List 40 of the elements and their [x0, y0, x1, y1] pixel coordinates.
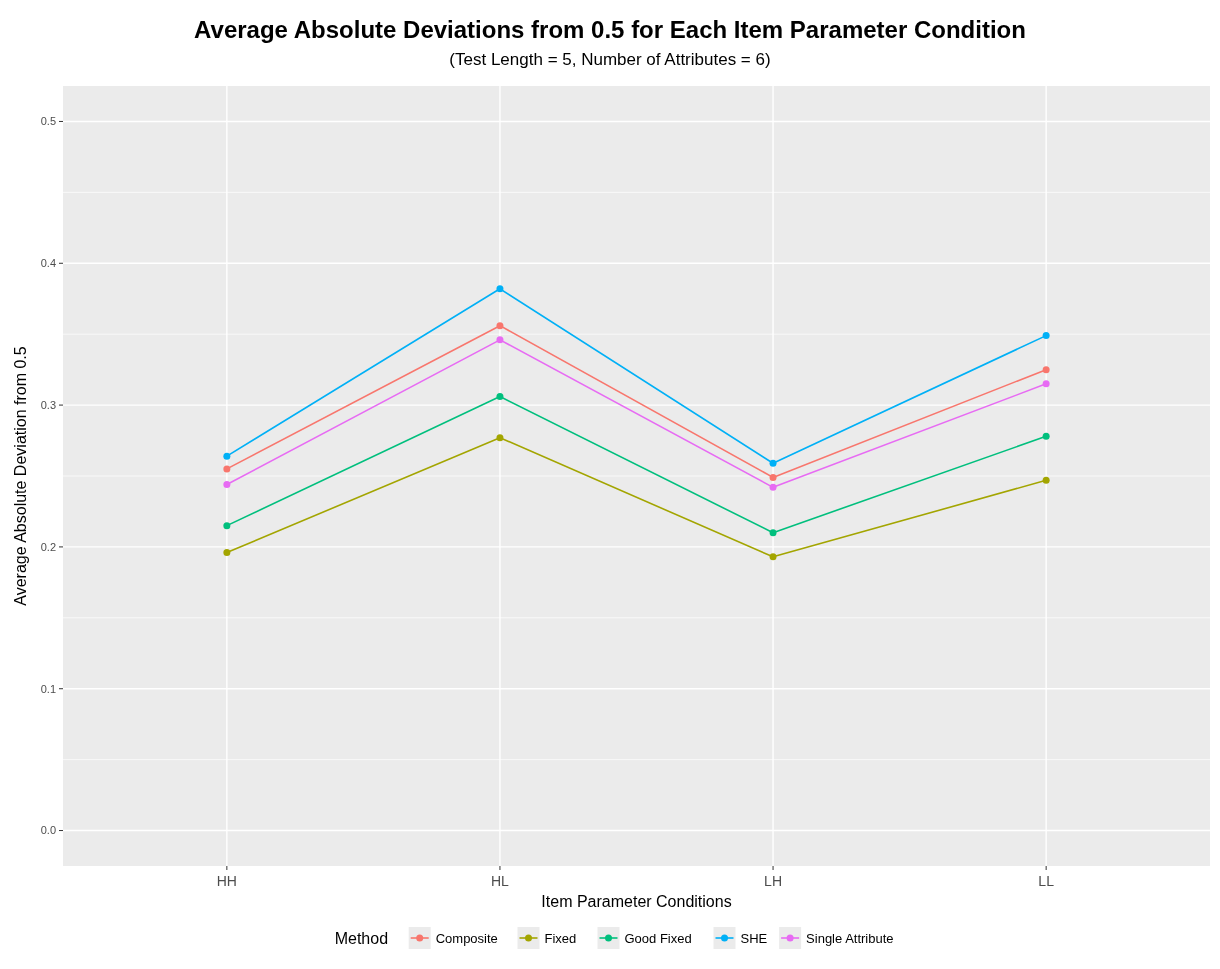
point	[496, 322, 504, 330]
x-tick-label: HH	[216, 873, 237, 889]
legend-label: Good Fixed	[624, 930, 692, 946]
chart-title: Average Absolute Deviations from 0.5 for Each Item Parameter Condition	[194, 16, 1026, 43]
point	[769, 529, 777, 537]
y-tick-label: 0.3	[40, 398, 56, 411]
point	[223, 549, 231, 557]
y-tick-label: 0.4	[40, 257, 56, 270]
x-axis-title: Item Parameter Conditions	[541, 893, 732, 910]
point	[769, 473, 777, 481]
point	[223, 481, 231, 489]
point	[769, 483, 777, 491]
point	[223, 452, 231, 460]
point	[1042, 380, 1050, 388]
y-tick-label: 0.5	[40, 115, 56, 128]
point	[223, 465, 231, 473]
point	[496, 285, 504, 293]
y-axis-title: Average Absolute Deviation from 0.5	[12, 346, 29, 606]
point	[1042, 432, 1050, 440]
x-tick-label: LH	[764, 873, 782, 889]
legend-label: Fixed	[544, 930, 577, 946]
x-tick-label: LL	[1038, 873, 1055, 889]
y-tick-label: 0.0	[40, 824, 56, 837]
y-tick-label: 0.1	[40, 682, 56, 695]
point	[1042, 366, 1050, 374]
point	[223, 522, 231, 530]
chart-subtitle: (Test Length = 5, Number of Attributes = 6)	[449, 50, 771, 69]
legend-label: Composite	[435, 930, 498, 946]
point	[1042, 476, 1050, 484]
point	[769, 459, 777, 467]
legend-label: SHE	[740, 930, 768, 946]
point	[496, 336, 504, 344]
point	[496, 393, 504, 401]
y-tick-label: 0.2	[40, 540, 56, 553]
legend-title: Method	[334, 929, 389, 947]
point	[496, 434, 504, 442]
point	[769, 553, 777, 561]
x-tick-label: HL	[491, 873, 510, 889]
point	[1042, 332, 1050, 340]
legend-label: Single Attribute	[806, 930, 894, 946]
